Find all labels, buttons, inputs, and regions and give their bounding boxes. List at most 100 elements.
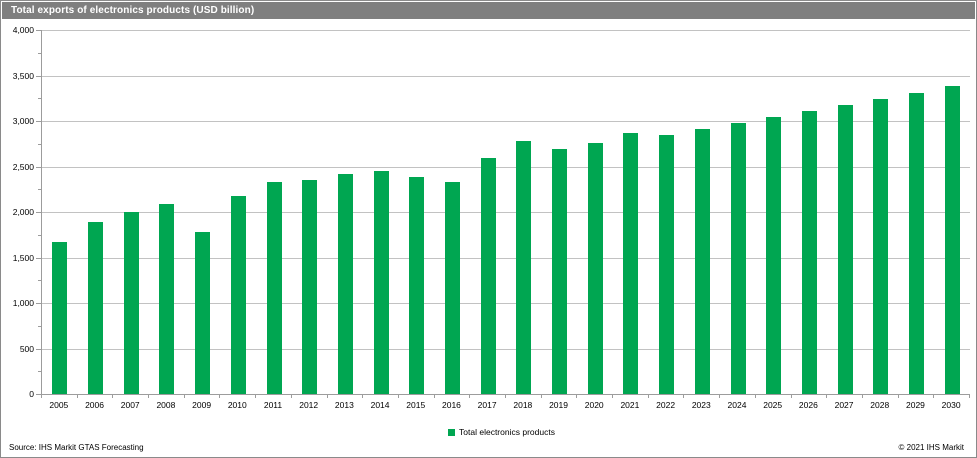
bar-2026	[801, 110, 817, 394]
y-axis-minor-tick	[38, 189, 41, 191]
x-axis-label-2026: 2026	[798, 400, 818, 410]
y-axis-minor-tick	[38, 325, 41, 327]
bar-2013	[337, 174, 353, 394]
bar-2028	[873, 99, 889, 394]
x-axis-tick	[469, 395, 471, 398]
y-axis-label-4000: 4,000	[12, 25, 34, 35]
x-axis-tick	[540, 395, 542, 398]
gridline-1000	[42, 303, 970, 304]
x-axis-label-2021: 2021	[620, 400, 640, 410]
x-axis-label-2010: 2010	[227, 400, 247, 410]
gridline-2500	[42, 166, 970, 168]
x-axis-tick	[933, 395, 935, 398]
x-axis-tick	[647, 395, 649, 398]
x-axis-label-2008: 2008	[156, 400, 176, 410]
y-axis-label-500: 500	[19, 343, 34, 354]
x-axis-label-2015: 2015	[406, 400, 426, 410]
x-axis-tick	[76, 395, 78, 398]
chart-legend: Total electronics products	[1, 426, 976, 438]
x-axis-tick	[969, 395, 970, 398]
x-axis-label-2007: 2007	[120, 400, 140, 410]
x-axis-label-2022: 2022	[656, 400, 676, 410]
x-axis-tick	[326, 395, 328, 398]
x-axis-label-2014: 2014	[370, 400, 390, 410]
x-axis-label-2013: 2013	[334, 400, 354, 410]
y-axis-tick	[36, 303, 41, 304]
x-axis-label-2029: 2029	[905, 400, 925, 410]
y-axis-tick	[36, 257, 41, 259]
bar-2030	[944, 85, 960, 394]
x-axis-tick	[505, 395, 506, 398]
chart-title: Total exports of electronics products (U…	[11, 5, 255, 16]
chart-title-bar: Total exports of electronics products (U…	[2, 2, 975, 19]
gridline-4000	[42, 30, 970, 31]
bar-2012	[302, 180, 318, 394]
bar-2021	[623, 133, 639, 394]
y-axis-tick	[36, 121, 41, 122]
bar-2024	[730, 122, 746, 394]
x-axis-label-2020: 2020	[584, 400, 604, 410]
legend-label: Total electronics products	[459, 427, 555, 437]
bar-2025	[766, 117, 782, 394]
y-axis-label-3000: 3,000	[12, 116, 34, 126]
bar-2014	[373, 170, 389, 394]
y-axis-tick	[36, 30, 41, 31]
footer-copyright-text: © 2021 IHS Markit	[898, 443, 964, 452]
x-axis-tick	[148, 395, 150, 398]
gridline-1500	[42, 257, 970, 259]
x-axis-label-2023: 2023	[691, 400, 711, 410]
x-axis-label-2027: 2027	[834, 400, 854, 410]
x-axis-label-2017: 2017	[477, 400, 497, 410]
bar-2017	[480, 158, 496, 394]
y-axis-label-1000: 1,000	[12, 298, 34, 308]
bar-2019	[552, 148, 568, 394]
bar-2027	[837, 104, 853, 394]
x-axis-label-2018: 2018	[513, 400, 533, 410]
y-axis-minor-tick	[38, 98, 41, 100]
y-axis-label-2500: 2,500	[12, 161, 34, 172]
y-axis-minor-tick	[38, 143, 41, 145]
x-axis-tick	[861, 395, 863, 398]
x-axis-tick	[826, 395, 828, 398]
x-axis-tick	[397, 395, 399, 398]
y-axis-label-0: 0	[29, 389, 34, 399]
legend-item: Total electronics products	[448, 427, 555, 437]
x-axis-tick	[290, 395, 292, 398]
bar-2010	[230, 195, 246, 394]
x-axis-tick	[790, 395, 792, 398]
y-axis-minor-tick	[38, 234, 41, 236]
bar-2020	[587, 142, 603, 394]
bar-2007	[123, 212, 139, 394]
bar-2006	[88, 222, 104, 394]
x-axis-label-2025: 2025	[763, 400, 783, 410]
y-axis-label-1500: 1,500	[12, 252, 34, 263]
y-axis-tick	[36, 394, 41, 395]
x-axis-tick	[112, 395, 114, 398]
x-axis-label-2028: 2028	[870, 400, 890, 410]
y-axis-minor-tick	[38, 280, 41, 282]
gridline-3000	[42, 121, 970, 122]
x-axis-label-2030: 2030	[941, 400, 961, 410]
bar-2016	[444, 181, 460, 394]
x-axis-tick	[219, 395, 221, 398]
x-axis-tick	[683, 395, 685, 398]
x-axis-label-2005: 2005	[49, 400, 69, 410]
bar-2005	[52, 242, 68, 394]
bar-2022	[659, 135, 675, 394]
bar-2015	[409, 176, 425, 394]
y-axis-minor-tick	[38, 52, 41, 54]
y-axis-tick	[36, 212, 41, 213]
bar-2008	[159, 204, 175, 394]
x-axis-tick	[362, 395, 364, 398]
gridline-3500	[42, 75, 970, 77]
x-axis-tick	[183, 395, 185, 398]
x-axis-tick	[41, 395, 42, 398]
x-axis-tick	[255, 395, 257, 398]
x-axis-tick	[719, 395, 721, 398]
x-axis-label-2009: 2009	[192, 400, 212, 410]
bar-2009	[195, 232, 211, 394]
x-axis-tick	[576, 395, 578, 398]
bar-2011	[266, 181, 282, 394]
gridline-2000	[42, 212, 970, 213]
